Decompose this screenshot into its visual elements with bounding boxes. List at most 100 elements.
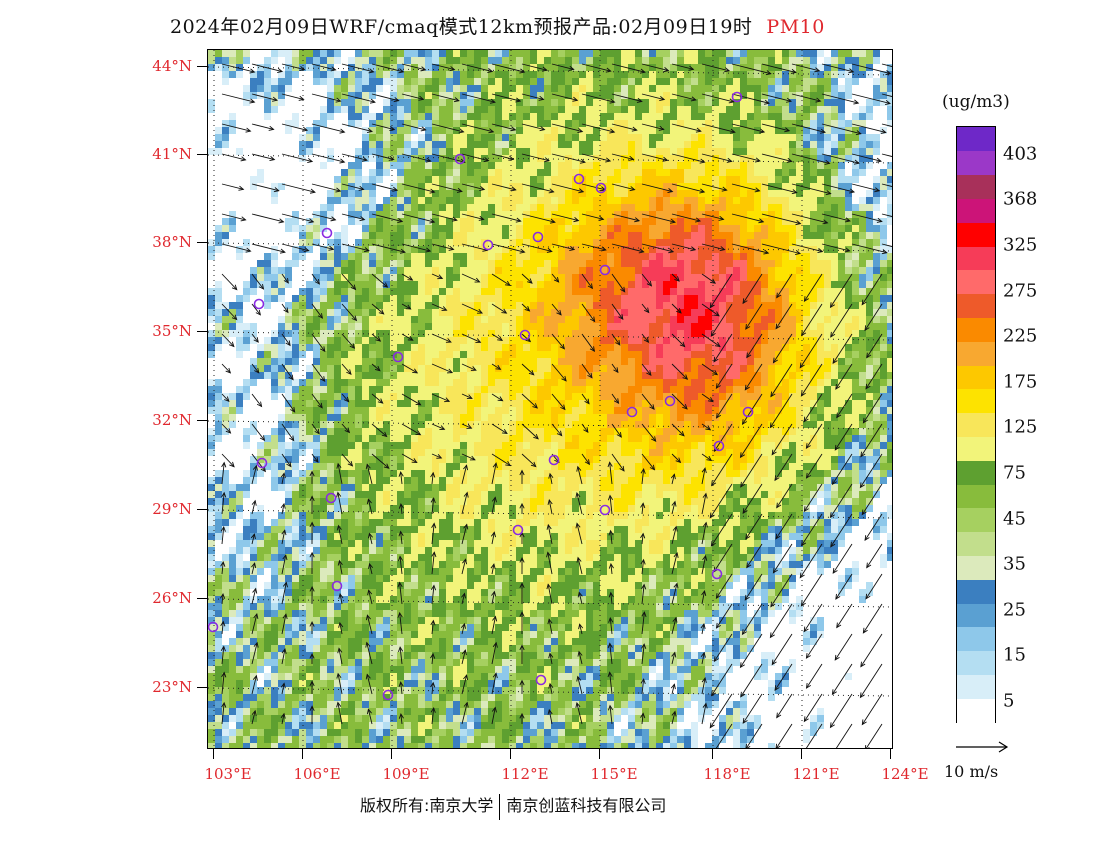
concentration-cell (439, 190, 447, 198)
concentration-cell (439, 372, 447, 380)
concentration-cell (768, 57, 776, 65)
concentration-cell (369, 106, 377, 114)
concentration-cell (537, 211, 545, 219)
concentration-cell (425, 295, 433, 303)
concentration-cell (698, 134, 706, 142)
concentration-cell (502, 113, 510, 121)
concentration-cell (243, 176, 251, 184)
concentration-cell (425, 344, 433, 352)
concentration-cell (684, 337, 692, 345)
concentration-cell (229, 57, 237, 65)
forecast-map[interactable] (207, 49, 893, 749)
concentration-cell (208, 253, 216, 261)
concentration-cell (369, 92, 377, 100)
concentration-cell (880, 274, 888, 282)
concentration-cell (852, 337, 860, 345)
concentration-cell (320, 316, 328, 324)
concentration-cell (516, 204, 524, 212)
concentration-cell (369, 71, 377, 79)
concentration-cell (285, 204, 293, 212)
concentration-cell (383, 225, 391, 233)
concentration-cell (698, 169, 706, 177)
concentration-cell (831, 232, 839, 240)
concentration-cell (614, 190, 622, 198)
concentration-cell (397, 127, 405, 135)
concentration-cell (292, 281, 300, 289)
concentration-cell (530, 309, 538, 317)
concentration-cell (810, 225, 818, 233)
concentration-cell (278, 309, 286, 317)
concentration-cell (628, 50, 636, 58)
concentration-cell (775, 120, 783, 128)
concentration-cell (572, 253, 580, 261)
concentration-cell (663, 295, 671, 303)
concentration-cell (810, 64, 818, 72)
concentration-cell (642, 183, 650, 191)
concentration-cell (579, 393, 587, 401)
concentration-cell (747, 211, 755, 219)
concentration-cell (705, 127, 713, 135)
concentration-cell (446, 232, 454, 240)
concentration-cell (208, 393, 216, 401)
concentration-cell (544, 162, 552, 170)
concentration-cell (530, 274, 538, 282)
concentration-cell (600, 85, 608, 93)
concentration-cell (362, 260, 370, 268)
concentration-cell (852, 351, 860, 359)
concentration-cell (537, 92, 545, 100)
concentration-cell (726, 246, 734, 254)
concentration-cell (684, 274, 692, 282)
concentration-cell (348, 232, 356, 240)
concentration-cell (670, 204, 678, 212)
concentration-cell (243, 260, 251, 268)
concentration-cell (390, 274, 398, 282)
concentration-cell (481, 113, 489, 121)
concentration-cell (544, 246, 552, 254)
concentration-cell (768, 386, 776, 394)
concentration-cell (369, 141, 377, 149)
concentration-cell (796, 281, 804, 289)
concentration-cell (726, 106, 734, 114)
concentration-cell (726, 218, 734, 226)
concentration-cell (257, 239, 265, 247)
concentration-cell (656, 400, 664, 408)
concentration-cell (642, 225, 650, 233)
concentration-cell (775, 183, 783, 191)
concentration-cell (656, 239, 664, 247)
concentration-cell (439, 253, 447, 261)
concentration-cell (313, 372, 321, 380)
concentration-cell (656, 225, 664, 233)
concentration-cell (285, 99, 293, 107)
concentration-cell (530, 281, 538, 289)
concentration-cell (292, 127, 300, 135)
concentration-cell (299, 323, 307, 331)
concentration-cell (607, 386, 615, 394)
concentration-cell (551, 386, 559, 394)
concentration-cell (390, 225, 398, 233)
concentration-cell (796, 57, 804, 65)
concentration-cell (222, 64, 230, 72)
concentration-cell (411, 218, 419, 226)
concentration-cell (523, 225, 531, 233)
concentration-cell (425, 148, 433, 156)
concentration-cell (796, 386, 804, 394)
concentration-cell (530, 64, 538, 72)
concentration-cell (775, 337, 783, 345)
concentration-cell (313, 197, 321, 205)
concentration-cell (663, 372, 671, 380)
concentration-cell (558, 155, 566, 163)
concentration-cell (642, 176, 650, 184)
concentration-cell (306, 204, 314, 212)
concentration-cell (712, 267, 720, 275)
concentration-cell (390, 50, 398, 58)
concentration-cell (467, 239, 475, 247)
concentration-cell (285, 239, 293, 247)
concentration-cell (600, 120, 608, 128)
concentration-cell (705, 162, 713, 170)
concentration-cell (733, 85, 741, 93)
concentration-cell (215, 379, 223, 387)
concentration-cell (579, 71, 587, 79)
concentration-cell (341, 316, 349, 324)
concentration-cell (810, 316, 818, 324)
concentration-cell (866, 204, 874, 212)
